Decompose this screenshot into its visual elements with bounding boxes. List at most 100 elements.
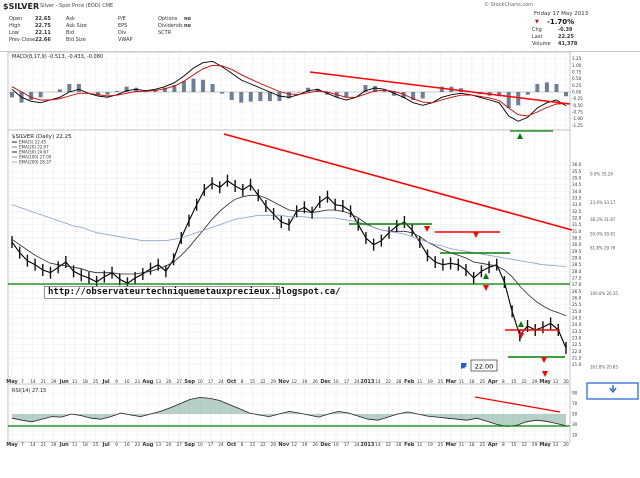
- y-tick-label: 31.5: [572, 222, 582, 227]
- quote-label: Div: [118, 30, 127, 36]
- quote-label: Volume: [532, 41, 551, 47]
- macd-histogram-bar: [277, 92, 282, 102]
- macd-histogram-bar: [544, 82, 549, 92]
- quote-label: Open: [9, 16, 23, 22]
- y-tick-label: 24.0: [572, 322, 582, 327]
- macd-histogram-bar: [372, 86, 377, 92]
- y-tick-label: 30.5: [572, 236, 582, 241]
- y-tick-label: 10: [572, 432, 578, 437]
- y-tick-label: 1.00: [572, 63, 582, 68]
- quote-header: $SILVER Silver - Spot Price (EOD) CME © …: [0, 0, 640, 52]
- y-tick-label: -0.50: [572, 103, 583, 108]
- macd-histogram-bar: [115, 90, 120, 92]
- quote-label: SCTR: [158, 30, 172, 36]
- x-tick-label: 8: [502, 379, 505, 384]
- y-tick-label: 33.0: [572, 202, 582, 207]
- macd-histogram-bar: [248, 92, 253, 102]
- x-tick-label: Mar: [446, 379, 457, 385]
- x-tick-label: 11: [459, 379, 465, 384]
- arrow-down-icon: [542, 371, 548, 377]
- y-tick-label: 0.75: [572, 70, 582, 75]
- x-tick-label: 26: [312, 379, 318, 384]
- quote-label: High: [9, 23, 21, 29]
- y-tick-label: 32.0: [572, 216, 582, 221]
- x-tick-label: 24: [354, 379, 360, 384]
- arrow-down-icon: [609, 385, 617, 394]
- quote-row: Chg -0.39: [532, 27, 572, 33]
- macd-histogram-bar: [29, 92, 34, 100]
- quote-label: Options: [158, 16, 178, 22]
- quote-row: Options no: [158, 16, 191, 22]
- x-tick-label: 11: [417, 442, 423, 447]
- x-tick-label: 7: [21, 379, 24, 384]
- y-tick-label: 22.5: [572, 342, 582, 347]
- x-tick-label: 17: [344, 442, 350, 447]
- macd-histogram-bar: [315, 88, 320, 92]
- macd-histogram-bar: [134, 87, 139, 92]
- macd-histogram-bar: [191, 78, 196, 92]
- x-tick-label: 15: [250, 379, 256, 384]
- rsi-trendline: [474, 396, 561, 413]
- arrow-up-icon: [517, 133, 523, 139]
- macd-histogram-bar: [296, 92, 301, 93]
- y-tick-label: 90: [572, 391, 578, 396]
- x-tick-label: Nov: [278, 442, 290, 448]
- quote-label: Ask: [66, 16, 75, 22]
- x-tick-label: 2013: [360, 379, 374, 385]
- symbol-title: $SILVER: [3, 2, 40, 11]
- y-tick-label: 35.5: [572, 169, 582, 174]
- x-tick-label: 18: [469, 379, 475, 384]
- x-tick-label: 14: [30, 379, 36, 384]
- macd-histogram-bar: [401, 92, 406, 98]
- macd-histogram-bar: [363, 85, 368, 92]
- quote-row: High 22.75: [9, 23, 51, 29]
- x-tick-label: 22: [260, 442, 266, 447]
- macd-histogram-bar: [38, 92, 43, 98]
- x-tick-label: 18: [82, 379, 88, 384]
- y-tick-label: 31.0: [572, 229, 582, 234]
- x-tick-label: Aug: [142, 442, 153, 448]
- x-tick-label: 11: [459, 442, 465, 447]
- macd-histogram-bar: [239, 92, 244, 103]
- macd-histogram-bar: [57, 89, 62, 92]
- macd-histogram-bar: [535, 84, 540, 92]
- macd-histogram-bar: [382, 90, 387, 92]
- arrow-down-icon: [483, 285, 489, 291]
- price-downtrend-line: [223, 133, 573, 231]
- y-tick-label: 33.5: [572, 196, 582, 201]
- x-tick-label: 27: [177, 442, 183, 447]
- macd-histogram-bar: [411, 92, 416, 100]
- quote-label: Prev Close: [9, 37, 36, 43]
- y-tick-label: 1.25: [572, 56, 582, 61]
- x-tick-label: 13: [156, 379, 162, 384]
- arrow-down-icon: [473, 232, 479, 238]
- y-tick-label: 29.0: [572, 256, 582, 261]
- quote-date: Friday 17 May 2013: [534, 11, 589, 17]
- x-tick-label: Sep: [184, 379, 195, 385]
- x-tick-label: 19: [427, 379, 433, 384]
- quote-label: Last: [532, 34, 543, 40]
- x-tick-label: 17: [208, 442, 214, 447]
- y-tick-label: 70: [572, 401, 578, 406]
- macd-histogram-bar: [306, 87, 311, 92]
- macd-histogram-bar: [420, 92, 425, 99]
- stockcharts-logo: © StockCharts.com: [484, 2, 534, 8]
- x-tick-label: 13: [553, 442, 559, 447]
- x-tick-label: 11: [417, 379, 423, 384]
- blog-url-label[interactable]: http://observateurtechniquemetauxprecieu…: [44, 286, 341, 299]
- x-tick-label: Oct: [227, 442, 237, 448]
- macd-histogram-bar: [76, 84, 81, 92]
- quote-label: Chg: [532, 27, 542, 33]
- quote-value: 22.25: [558, 34, 574, 40]
- legend-label: EMA(200) 28.37: [19, 160, 52, 165]
- quote-row: Low 22.11: [9, 30, 51, 36]
- quote-value: 22.75: [35, 23, 51, 29]
- quote-value: 22.11: [35, 30, 51, 36]
- quote-row: Ask Size: [66, 23, 87, 29]
- x-tick-label: Jun: [59, 379, 69, 385]
- x-tick-label: 15: [511, 442, 517, 447]
- macd-panel: [7, 52, 571, 131]
- x-tick-label: 16: [124, 442, 130, 447]
- x-tick-label: 15: [511, 379, 517, 384]
- x-tick-label: May: [539, 442, 551, 448]
